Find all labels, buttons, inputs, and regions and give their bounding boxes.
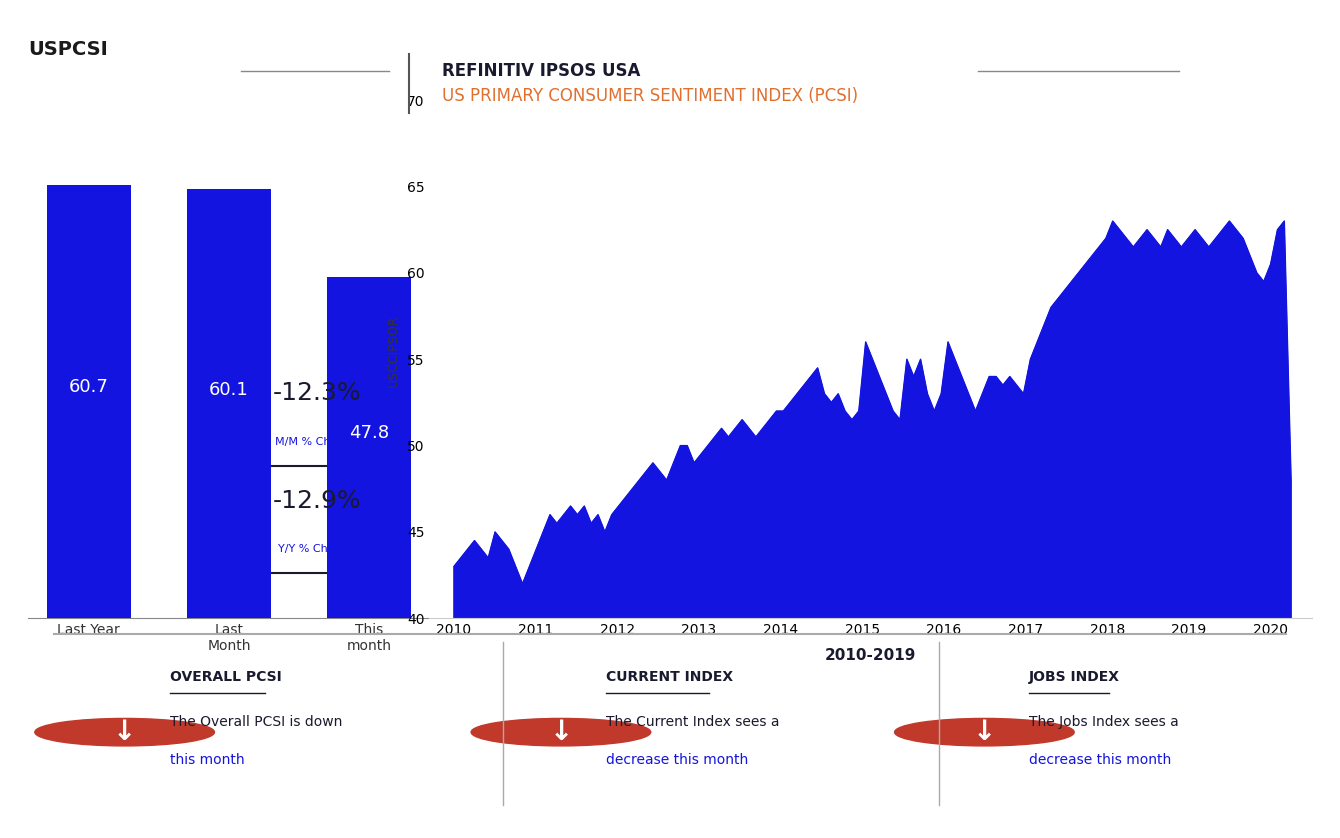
Text: ↓: ↓: [549, 718, 572, 746]
Point: [158, 611, 174, 621]
Circle shape: [895, 718, 1075, 746]
Text: Y/Y % Change: Y/Y % Change: [279, 544, 356, 554]
Text: USPCSI: USPCSI: [28, 40, 109, 59]
Circle shape: [472, 718, 651, 746]
Bar: [47, 185, 131, 618]
Point: [1021, 688, 1037, 698]
Text: ↓: ↓: [113, 718, 137, 746]
Bar: [327, 277, 411, 618]
Text: The Overall PCSI is down: The Overall PCSI is down: [170, 716, 342, 729]
Point: [1101, 688, 1118, 698]
Circle shape: [35, 718, 214, 746]
Text: decrease this month: decrease this month: [606, 753, 748, 767]
Point: [158, 613, 174, 623]
X-axis label: 2010-2019: 2010-2019: [825, 649, 917, 664]
Point: [162, 688, 178, 698]
Text: -12.9%: -12.9%: [273, 489, 362, 513]
Text: US PRIMARY CONSUMER SENTIMENT INDEX (PCSI): US PRIMARY CONSUMER SENTIMENT INDEX (PCS…: [442, 87, 859, 106]
Text: CURRENT INDEX: CURRENT INDEX: [606, 670, 733, 684]
Text: M/M % Change: M/M % Change: [275, 437, 359, 447]
Text: decrease this month: decrease this month: [1029, 753, 1171, 767]
Point: [209, 613, 225, 623]
Text: this month: this month: [170, 753, 244, 767]
Text: The Current Index sees a: The Current Index sees a: [606, 716, 780, 729]
Text: JOBS INDEX: JOBS INDEX: [1029, 670, 1120, 684]
Point: [701, 688, 717, 698]
Text: 47.8: 47.8: [348, 424, 389, 442]
Text: OVERALL PCSI: OVERALL PCSI: [170, 670, 281, 684]
Text: ↓: ↓: [973, 718, 996, 746]
Text: 60.7: 60.7: [68, 379, 109, 396]
Text: 60.1: 60.1: [209, 380, 249, 399]
Text: The Jobs Index sees a: The Jobs Index sees a: [1029, 716, 1179, 729]
Point: [209, 611, 225, 621]
Point: [598, 688, 614, 698]
Point: [257, 688, 273, 698]
Text: REFINITIV IPSOS USA: REFINITIV IPSOS USA: [442, 62, 641, 80]
Y-axis label: USCCIPSOR: USCCIPSOR: [387, 314, 399, 387]
Text: -12.3%: -12.3%: [273, 381, 362, 406]
Bar: [186, 189, 271, 618]
